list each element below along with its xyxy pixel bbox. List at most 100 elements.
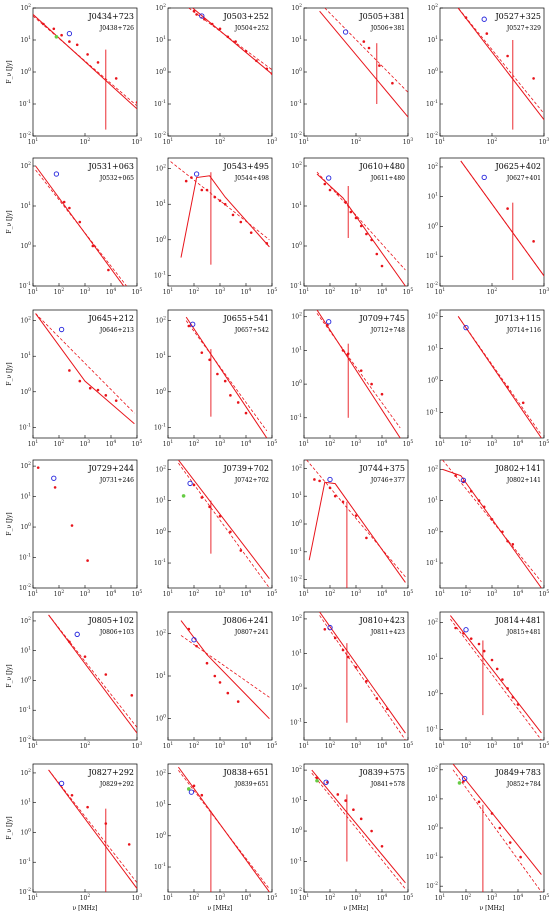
panel-subtitle: J0506+381 [370, 25, 405, 32]
x-tick-label: 103 [215, 439, 226, 448]
spectrum-panel-16: 101 102 103 10-2 10-1 100 101 102 J0805+102 J0806… [6, 611, 142, 750]
data-point [506, 54, 509, 58]
x-tick-label: 104 [106, 589, 117, 598]
green-point [187, 787, 191, 791]
panel-title: J0802+141 [494, 464, 541, 473]
y-tick-label: 101 [427, 653, 438, 662]
spectrum-panel-13: 101 102 103 104 105 10-1 100 101 102 J0739+702 J07… [154, 459, 278, 598]
spectrum-panel-22: 101 102 103 104 105 10-2 10-1 100 101 102 J0839+57… [290, 763, 413, 912]
y-tick-label: 101 [427, 35, 438, 44]
data-point [532, 77, 535, 80]
blue-point [58, 326, 65, 333]
x-tick-label: 105 [267, 439, 278, 448]
x-tick-label: 102 [189, 287, 200, 296]
y-tick-label: 10-1 [290, 413, 302, 422]
x-tick-label: 103 [215, 287, 226, 296]
x-tick-label: 102 [189, 439, 200, 448]
x-tick-label: 103 [487, 439, 498, 448]
x-tick-label: 104 [241, 893, 252, 902]
blue-point [191, 637, 197, 643]
data-point [78, 220, 82, 224]
data-point [506, 207, 509, 210]
y-tick-label: 102 [427, 464, 438, 473]
x-axis-label: ν [MHz] [480, 905, 505, 912]
reference-line [48, 614, 137, 729]
y-tick-label: 101 [291, 491, 302, 500]
x-tick-label: 102 [487, 137, 498, 146]
data-point [86, 53, 89, 56]
data-point [192, 9, 196, 13]
y-tick-label: 10-2 [154, 131, 166, 140]
data-point [130, 694, 134, 697]
data-point [239, 549, 243, 552]
data-point [229, 530, 232, 534]
y-tick-label: 101 [20, 798, 31, 807]
data-point [477, 642, 481, 646]
data-point [244, 411, 248, 415]
panel-title: J0527+325 [494, 12, 541, 21]
panel-title: J0709+745 [358, 314, 405, 323]
blue-point [323, 779, 329, 785]
x-tick-label: 101 [299, 589, 310, 598]
data-point [187, 324, 191, 328]
x-tick-label: 102 [325, 287, 336, 296]
x-tick-label: 105 [539, 741, 550, 750]
x-tick-label: 103 [403, 137, 414, 146]
x-tick-label: 101 [28, 893, 39, 902]
y-tick-label: 100 [20, 522, 31, 531]
y-tick-label: 10-2 [290, 887, 302, 896]
x-tick-label: 105 [267, 589, 278, 598]
y-tick-label: 102 [427, 3, 438, 12]
data-point [78, 379, 82, 383]
spectrum-panel-18: 101 102 103 104 105 10-1 100 101 102 J0810+423 J08… [290, 611, 413, 750]
x-tick-label: 103 [539, 137, 550, 146]
fit-line [180, 620, 270, 720]
reference-line [457, 316, 542, 436]
spectrum-panel-15: 101 102 103 104 105 10-1 100 101 102 J0802+141 J08… [426, 459, 550, 598]
panel-subtitle: J0544+498 [234, 175, 269, 182]
y-tick-label: 101 [155, 351, 166, 360]
data-point [68, 369, 71, 372]
y-tick-label: 102 [20, 461, 31, 470]
panel-subtitle: J0657+542 [234, 327, 269, 334]
y-tick-label: 100 [20, 387, 31, 396]
spectrum-panel-10: 101 102 103 104 105 10-1 100 101 102 J0709+745 J07… [290, 309, 414, 448]
x-tick-label: 103 [215, 741, 226, 750]
y-tick-label: 10-1 [290, 718, 302, 727]
data-point [385, 707, 389, 711]
data-point [349, 210, 353, 214]
data-point [218, 199, 222, 202]
blue-point [188, 789, 195, 795]
y-tick-label: 102 [155, 316, 166, 325]
x-tick-label: 102 [189, 893, 200, 902]
y-tick-label: 102 [291, 765, 302, 774]
y-tick-label: 101 [291, 796, 302, 805]
x-tick-label: 103 [80, 287, 91, 296]
x-tick-label: 101 [299, 137, 310, 146]
data-point [226, 691, 230, 695]
x-tick-label: 105 [403, 439, 414, 448]
x-tick-label: 105 [539, 589, 550, 598]
data-point [200, 188, 204, 192]
blue-point [199, 13, 205, 19]
x-tick-label: 103 [351, 287, 362, 296]
x-tick-label: 101 [163, 741, 174, 750]
y-tick-label: 100 [155, 235, 166, 244]
data-point [508, 841, 512, 844]
data-point [344, 799, 347, 802]
data-point [184, 179, 188, 183]
panel-title: J0543+495 [222, 162, 269, 171]
x-tick-label: 105 [267, 741, 278, 750]
x-axis-label: ν [MHz] [208, 905, 233, 912]
x-tick-label: 103 [215, 893, 226, 902]
data-point [234, 40, 237, 43]
panel-subtitle: J0714+116 [506, 327, 541, 334]
fit-line [308, 481, 406, 583]
spectrum-panel-17: 101 102 103 104 105 100 101 102 J0806+241 J0807+2… [155, 611, 278, 750]
data-point [323, 182, 327, 186]
x-tick-label: 104 [377, 741, 388, 750]
y-tick-label: 101 [427, 192, 438, 201]
y-tick-label: 10-2 [19, 887, 31, 896]
data-point [511, 542, 515, 546]
x-tick-label: 103 [351, 439, 362, 448]
